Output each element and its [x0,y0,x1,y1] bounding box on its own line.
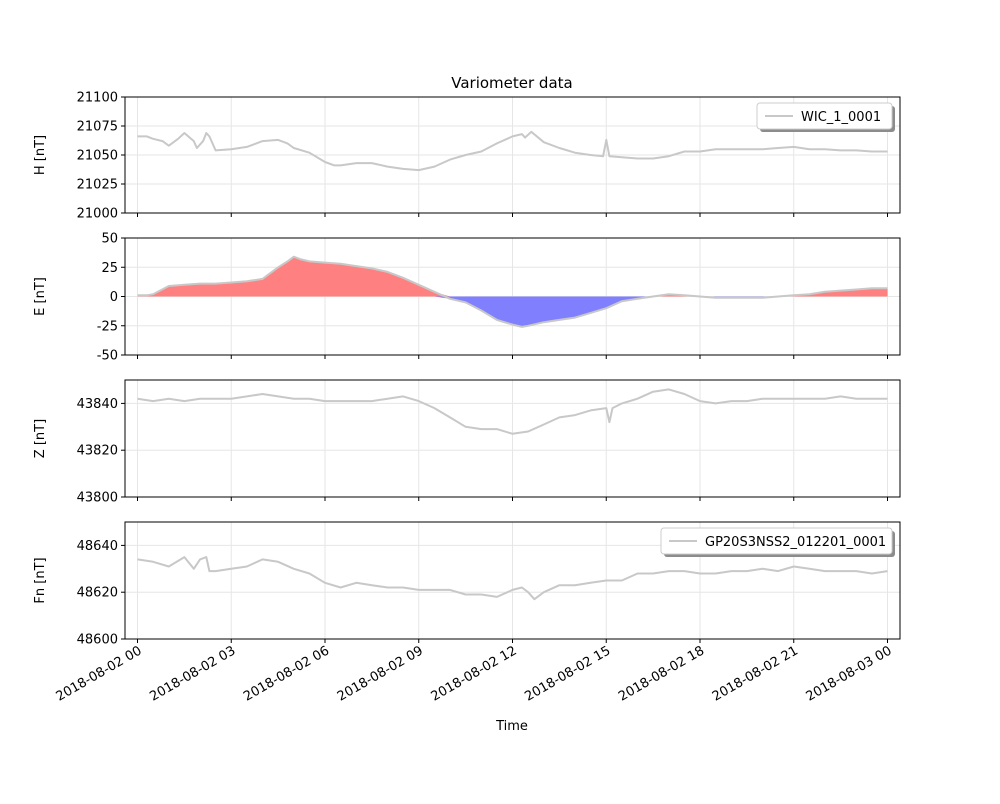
x-tick-label-4: 2018-08-02 12 [429,643,520,704]
panel-e-ytick-label-1: -25 [97,319,118,334]
panel-h-legend-label: WIC_1_0001 [801,110,881,125]
panel-z-series-line [137,388,888,435]
panel-fn-legend-label: GP20S3NSS2_012201_0001 [705,535,886,550]
panel-z-ytick-label-1: 43820 [77,444,118,459]
panel-h-ytick-label-1: 21025 [77,178,118,193]
panel-z-ylabel: Z [nT] [33,419,48,458]
panel-fn-legend-box [660,527,893,555]
x-axis-label: Time [495,719,528,734]
x-tick-label-2: 2018-08-02 06 [241,643,332,704]
panel-e-positive-fill [137,256,888,297]
x-tick-label-3: 2018-08-02 09 [335,643,426,704]
panel-e-ytick-label-4: 50 [101,232,118,247]
panel-h-legend-box [756,102,893,130]
panel-fn: 48600 48620 48640 Fn [nT] GP20S3NSS2_012201_… [33,521,901,648]
panel-z-ytick-label-2: 43840 [77,397,118,412]
panel-e-ylabel: E [nT] [33,277,48,316]
panel-z-ytick-label-0: 43800 [77,491,118,506]
panel-h-ylabel: H [nT] [33,135,48,175]
panel-fn-ytick-label-0: 48600 [77,633,118,648]
panel-z: 43800 43820 43840 Z [nT] [33,379,901,506]
x-tick-label-1: 2018-08-02 03 [147,643,238,704]
panel-h: 21000 21025 21050 21075 21100 H [nT] WIC_1_000… [33,91,901,222]
panel-h-ytick-label-0: 21000 [77,207,118,222]
panel-h-ytick-label-3: 21075 [77,120,118,135]
x-tick-label-6: 2018-08-02 18 [616,643,707,704]
x-tick-label-8: 2018-08-03 00 [804,643,895,704]
panel-e-series-line [137,255,888,328]
panel-fn-ylabel: Fn [nT] [33,557,48,603]
panel-h-ytick-label-4: 21100 [77,91,118,106]
x-tick-label-7: 2018-08-02 21 [710,643,801,704]
panel-fn-ytick-label-1: 48620 [77,586,118,601]
x-tick-label-0: 2018-08-02 00 [54,643,145,704]
panel-e-ytick-label-2: 0 [110,290,118,305]
panel-fn-series-line [137,556,888,601]
x-tick-label-5: 2018-08-02 15 [522,643,613,704]
panel-e: -50 -25 0 25 50 E [nT] [33,232,901,364]
figure-title: Variometer data [451,74,572,92]
panel-h-ytick-label-2: 21050 [77,149,118,164]
panel-fn-ytick-label-2: 48640 [77,539,118,554]
panel-e-negative-fill [137,296,888,327]
panel-e-ytick-label-3: 25 [101,261,118,276]
panel-e-ytick-label-0: -50 [97,349,118,364]
panel-h-series-line [137,130,888,172]
